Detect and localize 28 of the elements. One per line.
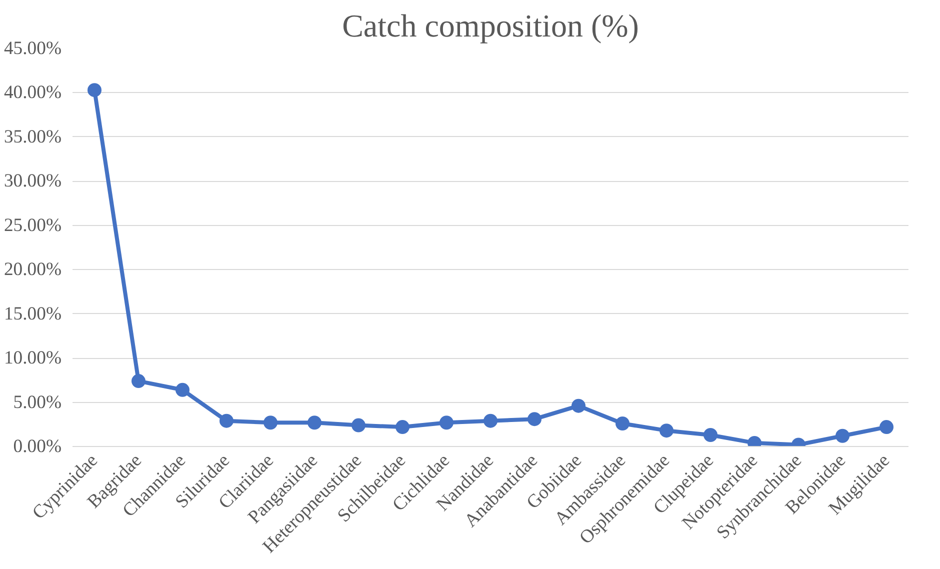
point: [176, 382, 190, 397]
y-tick-label: 15.00%: [4, 303, 62, 324]
y-tick-label: 40.00%: [4, 82, 62, 104]
point: [440, 416, 454, 430]
point: [352, 418, 366, 432]
point: [88, 83, 102, 98]
point: [572, 398, 586, 413]
point: [616, 416, 630, 430]
y-tick-label: 0.00%: [13, 436, 62, 457]
point: [308, 416, 322, 430]
chart-title: Catch composition (%): [342, 8, 639, 44]
point: [880, 420, 894, 434]
point: [660, 424, 674, 438]
point: [704, 428, 718, 442]
point: [220, 414, 234, 428]
y-tick-label: 25.00%: [4, 214, 62, 236]
point: [528, 412, 542, 426]
point: [264, 416, 278, 430]
y-tick-label: 5.00%: [13, 392, 62, 413]
point: [396, 420, 410, 434]
point: [132, 374, 146, 388]
y-tick-label: 20.00%: [4, 259, 62, 280]
y-tick-label: 30.00%: [4, 170, 62, 192]
point: [836, 428, 850, 443]
y-tick-label: 45.00%: [4, 38, 62, 59]
y-tick-label: 35.00%: [4, 126, 62, 148]
y-tick-label: 10.00%: [4, 348, 62, 369]
point: [484, 414, 498, 428]
